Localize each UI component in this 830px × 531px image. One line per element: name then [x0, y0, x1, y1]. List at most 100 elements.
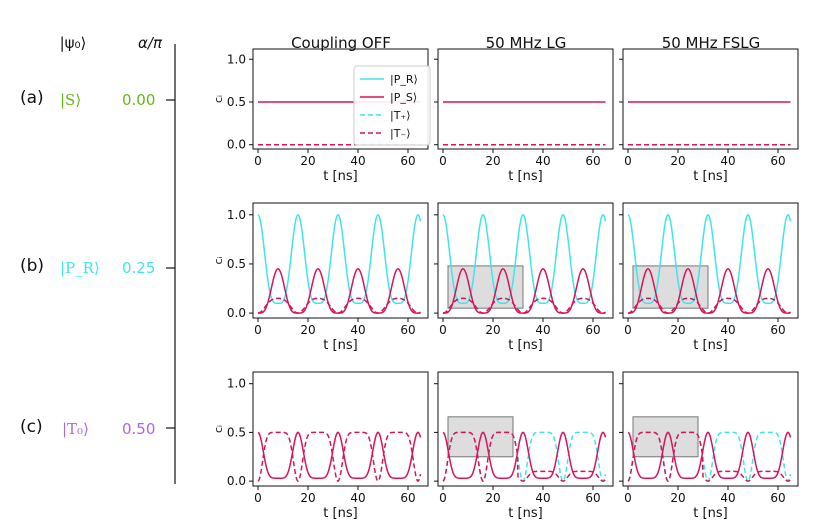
axes-frame	[252, 371, 429, 487]
legend-label: |T₊⟩	[390, 109, 411, 122]
x-axis-label: t [ns]	[508, 506, 542, 521]
plot-area	[627, 213, 792, 314]
legend: |P_R⟩ |P_S⟩ |T₊⟩ |T₋⟩	[353, 65, 431, 146]
x-tick-label: 40	[535, 154, 550, 168]
column-title-lg: 50 MHz LG	[485, 34, 567, 52]
y-tick-label: 1.0	[227, 208, 246, 222]
x-tick-label: 60	[585, 154, 600, 168]
x-tick-label: 20	[300, 323, 315, 337]
plot-area	[627, 416, 792, 483]
series-tminus-line	[257, 297, 421, 314]
x-tick-label: 20	[300, 154, 315, 168]
alpha-value-b: 0.25	[122, 259, 156, 277]
panel-c-3: 0 20 40 60 t [ns]	[619, 371, 799, 521]
series-pr-line	[257, 213, 422, 305]
panel-a-2: 0 20 40 60 t [ns]	[434, 48, 614, 184]
x-tick-label: 40	[535, 323, 550, 337]
series-pr-line	[442, 213, 607, 305]
x-tick-label: 0	[624, 154, 632, 168]
panel-c-2: 0 20 40 60 t [ns]	[434, 371, 614, 521]
x-tick-label: 40	[535, 491, 550, 505]
series-ps-line	[257, 431, 422, 479]
y-axis-label: cᵢ	[212, 95, 225, 103]
plot-area	[257, 213, 422, 314]
x-tick-label: 0	[254, 323, 262, 337]
x-tick-label: 40	[350, 154, 365, 168]
series-ps-line	[443, 268, 606, 314]
initial-state-s: |S⟩	[60, 91, 82, 109]
x-tick-label: 40	[720, 323, 735, 337]
legend-frame	[353, 65, 431, 146]
row-label-a: (a)	[20, 88, 44, 108]
x-tick-label: 60	[400, 491, 415, 505]
series-tplus-line	[257, 297, 421, 314]
x-tick-label: 40	[350, 323, 365, 337]
panel-a-3: 0 20 40 60 t [ns]	[619, 48, 799, 184]
x-axis-label: t [ns]	[693, 169, 727, 184]
axes-frame	[622, 48, 799, 150]
axes-frame	[252, 202, 429, 319]
y-tick-label: 0.5	[227, 95, 246, 109]
x-tick-label: 0	[624, 323, 632, 337]
alpha-value-c: 0.50	[122, 420, 156, 438]
alpha-header: α/π	[138, 34, 162, 52]
x-tick-label: 0	[254, 154, 262, 168]
series-tminus-line	[442, 431, 607, 483]
x-tick-label: 60	[585, 323, 600, 337]
x-tick-label: 20	[300, 491, 315, 505]
plot-area	[443, 101, 606, 146]
x-axis-label: t [ns]	[323, 506, 357, 521]
legend-label: |P_S⟩	[390, 91, 417, 104]
y-axis-label: cᵢ	[212, 425, 225, 433]
x-tick-label: 40	[720, 154, 735, 168]
x-tick-label: 60	[400, 154, 415, 168]
column-title-coupling-off: Coupling OFF	[291, 34, 391, 52]
x-tick-label: 20	[670, 154, 685, 168]
y-tick-label: 1.0	[227, 377, 246, 391]
axes-frame	[437, 48, 614, 150]
axes-frame	[437, 202, 614, 319]
x-tick-label: 0	[439, 323, 447, 337]
x-tick-label: 20	[670, 323, 685, 337]
x-tick-label: 0	[624, 491, 632, 505]
x-axis-label: t [ns]	[323, 169, 357, 184]
x-tick-label: 0	[439, 154, 447, 168]
psi0-header: |ψ₀⟩	[59, 34, 87, 52]
axes-frame	[622, 371, 799, 487]
series-ps-line	[628, 268, 791, 314]
column-title-fslg: 50 MHz FSLG	[661, 34, 761, 52]
series-ps-line	[258, 268, 421, 314]
plot-area	[442, 416, 607, 483]
legend-label: |T₋⟩	[390, 127, 411, 140]
alpha-value-a: 0.00	[122, 91, 156, 109]
y-tick-label: 0.5	[227, 257, 246, 271]
x-tick-label: 60	[770, 323, 785, 337]
x-axis-label: t [ns]	[323, 338, 357, 353]
row-label-b: (b)	[20, 256, 45, 276]
plot-area	[628, 101, 791, 146]
y-tick-label: 0.5	[227, 425, 246, 439]
axes-frame	[622, 202, 799, 319]
x-tick-label: 60	[400, 323, 415, 337]
panel-b-2: 0 20 40 60 t [ns]	[434, 202, 614, 353]
x-tick-label: 20	[485, 154, 500, 168]
panel-b-3: 0 20 40 60 t [ns]	[619, 202, 799, 353]
plot-area	[257, 431, 422, 483]
plot-area	[442, 213, 607, 314]
series-tminus-line	[627, 431, 792, 483]
x-axis-label: t [ns]	[693, 338, 727, 353]
x-tick-label: 0	[254, 491, 262, 505]
x-axis-label: t [ns]	[508, 338, 542, 353]
y-axis-label: cᵢ	[212, 256, 225, 264]
legend-label: |P_R⟩	[390, 73, 418, 86]
x-tick-label: 40	[350, 491, 365, 505]
x-tick-label: 60	[770, 154, 785, 168]
row-label-c: (c)	[20, 417, 43, 437]
x-tick-label: 60	[770, 491, 785, 505]
series-tminus-line	[257, 431, 422, 483]
y-tick-label: 0.0	[227, 474, 246, 488]
x-tick-label: 20	[485, 491, 500, 505]
y-tick-label: 0.0	[227, 138, 246, 152]
series-ps-line	[627, 431, 792, 479]
